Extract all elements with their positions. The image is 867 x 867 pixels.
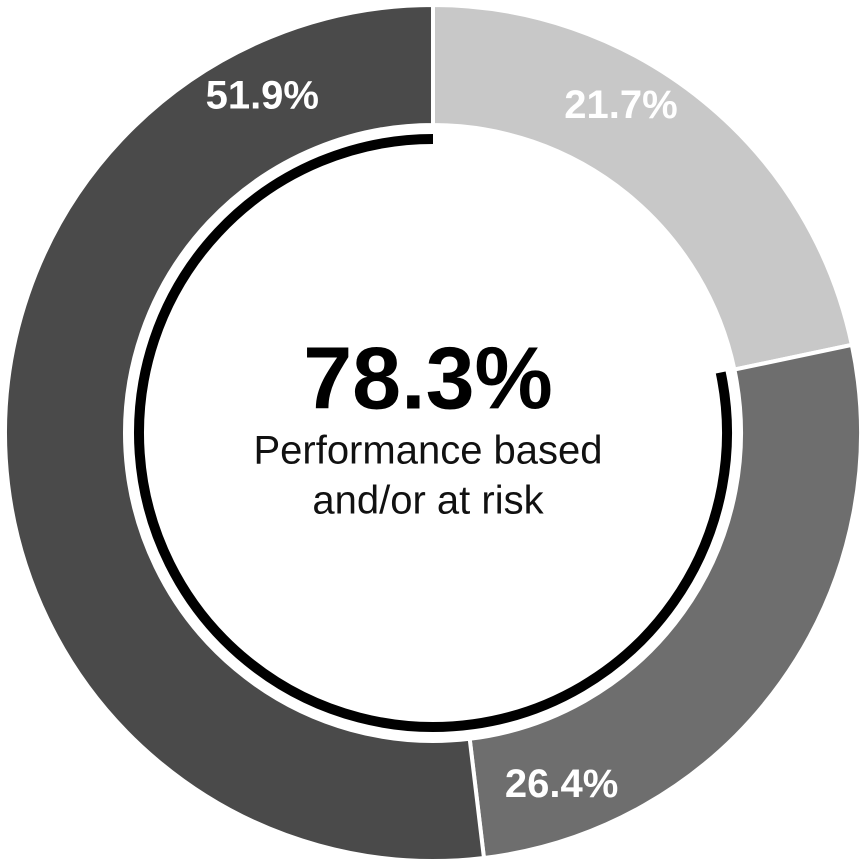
segment-label: 21.7% [564,83,677,127]
donut-segment [431,2,855,372]
center-arc [134,134,732,732]
segment-label: 26.4% [505,762,618,806]
donut-segment [3,2,487,863]
segment-label: 51.9% [206,74,319,118]
donut-segment [467,342,863,861]
center-text: and/or at risk [312,479,544,523]
center-value: 78.3% [303,328,553,427]
center-text: Performance based [253,429,602,473]
